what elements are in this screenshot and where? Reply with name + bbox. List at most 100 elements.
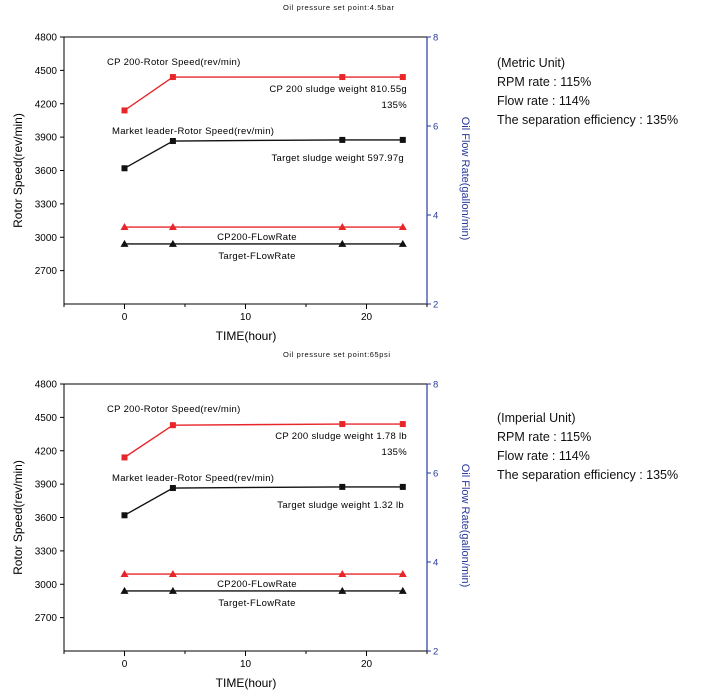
data-point [398, 239, 407, 247]
y2-tick-label: 6 [433, 469, 438, 480]
data-point [339, 136, 346, 143]
annotation-cp-sludge: CP 200 sludge weight 1.78 lb [275, 431, 407, 442]
data-point [399, 74, 406, 81]
data-point [399, 483, 406, 490]
annotation-ml-rotor: Market leader-Rotor Speed(rev/min) [112, 126, 274, 137]
data-point [168, 570, 177, 578]
data-point [398, 223, 407, 231]
y-tick-label: 3900 [35, 133, 58, 144]
annotation-cp-pct: 135% [382, 447, 408, 458]
notes-box: (Imperial Unit) RPM rate : 115% Flow rat… [497, 409, 678, 485]
data-point [339, 421, 346, 428]
y2-tick-label: 8 [433, 380, 438, 391]
note-separation-efficiency: The separation efficiency : 135% [497, 468, 679, 482]
series-market-leader-rotor-speed-rev-min- [121, 483, 406, 519]
data-point [169, 485, 176, 492]
data-point [339, 74, 346, 81]
data-point [338, 570, 347, 578]
y2-tick-label: 2 [433, 300, 438, 311]
chart-imperial: 2700 3000 3300 3600 3900 4200 4500 4800 2 4 6 8 0 10 2… [11, 380, 471, 691]
chart-panel-imperial: Oil pressure set point:65psi 2700 3000 330… [0, 347, 723, 694]
data-point [338, 586, 347, 594]
annotation-cp-flow: CP200-FLowRate [217, 232, 297, 243]
y-axis-title: Rotor Speed(rev/min) [11, 460, 25, 575]
notes-box: (Metric Unit) RPM rate : 115% Flow rate … [497, 54, 678, 130]
note-rpm-rate: RPM rate : 115% [497, 430, 592, 444]
data-point [169, 74, 176, 81]
annotation-tg-sludge: Target sludge weight 1.32 lb [277, 500, 404, 511]
series-cp200-flowrate [120, 223, 407, 231]
data-point [121, 107, 128, 114]
y-tick-label: 3000 [35, 233, 58, 244]
data-point [168, 586, 177, 594]
y2-tick-label: 4 [433, 558, 438, 569]
data-point [338, 239, 347, 247]
annotation-cp-flow: CP200-FLowRate [217, 579, 297, 590]
note-separation-efficiency: The separation efficiency : 135% [497, 113, 679, 127]
y2-axis-title: Oil Flow Rate(gallon/min) [459, 117, 471, 240]
annotation-cp-rotor: CP 200-Rotor Speed(rev/min) [107, 404, 241, 415]
y-tick-label: 2700 [35, 266, 58, 277]
data-point [120, 570, 129, 578]
data-point [121, 512, 128, 519]
note-rpm-rate: RPM rate : 115% [497, 75, 592, 89]
x-axis-title: TIME(hour) [216, 676, 277, 690]
x-tick-label: 10 [240, 312, 252, 323]
annotation-tg-flow: Target-FLowRate [218, 598, 295, 609]
series-target-flowrate [120, 239, 407, 247]
y-tick-label: 3600 [35, 513, 58, 524]
annotation-ml-rotor: Market leader-Rotor Speed(rev/min) [112, 473, 274, 484]
data-point [120, 223, 129, 231]
y-tick-label: 3300 [35, 546, 58, 557]
data-point [168, 239, 177, 247]
x-tick-label: 0 [122, 312, 128, 323]
y-tick-label: 4500 [35, 413, 58, 424]
note-flow-rate: Flow rate : 114% [497, 449, 590, 463]
chart-metric: 2700 3000 3300 3600 3900 4200 4500 4800 2 4 6 8 0 10 2… [11, 33, 471, 344]
data-point [120, 239, 129, 247]
data-point [169, 422, 176, 429]
data-point [168, 223, 177, 231]
annotation-tg-sludge: Target sludge weight 597.97g [271, 153, 404, 164]
y-tick-label: 4200 [35, 446, 58, 457]
series-line [124, 423, 403, 459]
note-flow-rate: Flow rate : 114% [497, 94, 590, 108]
x-axis-title: TIME(hour) [216, 329, 277, 343]
data-point [399, 136, 406, 143]
chart-panel-metric: Oil pressure set point:4.5bar 2700 3000 33… [11, 3, 678, 344]
data-point [339, 483, 346, 490]
data-point [121, 454, 128, 461]
y-tick-label: 3600 [35, 166, 58, 177]
y-tick-label: 4800 [35, 33, 58, 44]
series-line [124, 139, 403, 169]
x-tick-label: 20 [361, 312, 373, 323]
data-point [169, 138, 176, 145]
series-cp200-flowrate [120, 570, 407, 578]
y-tick-label: 3300 [35, 199, 58, 210]
y2-tick-label: 4 [433, 211, 438, 222]
note-unit: (Metric Unit) [497, 56, 566, 70]
y-tick-label: 2700 [35, 613, 58, 624]
series-line [124, 486, 403, 516]
setpoint-label: Oil pressure set point:4.5bar [283, 3, 395, 12]
annotation-tg-flow: Target-FLowRate [218, 251, 295, 262]
x-tick-label: 0 [122, 659, 128, 670]
setpoint-label: Oil pressure set point:65psi [283, 350, 391, 359]
x-tick-label: 10 [240, 659, 252, 670]
series-line [124, 76, 403, 112]
series-market-leader-rotor-speed-rev-min- [121, 136, 406, 172]
y-tick-label: 4800 [35, 380, 58, 391]
data-point [338, 223, 347, 231]
data-point [120, 586, 129, 594]
y-tick-label: 3000 [35, 580, 58, 591]
y2-axis-title: Oil Flow Rate(gallon/min) [459, 464, 471, 587]
series-cp-200-rotor-speed-rev-min- [121, 74, 406, 114]
data-point [121, 165, 128, 172]
x-tick-label: 20 [361, 659, 373, 670]
y-tick-label: 4200 [35, 99, 58, 110]
y2-tick-label: 2 [433, 647, 438, 658]
note-unit: (Imperial Unit) [497, 411, 576, 425]
data-point [398, 586, 407, 594]
series-target-flowrate [120, 586, 407, 594]
y-axis-title: Rotor Speed(rev/min) [11, 113, 25, 228]
